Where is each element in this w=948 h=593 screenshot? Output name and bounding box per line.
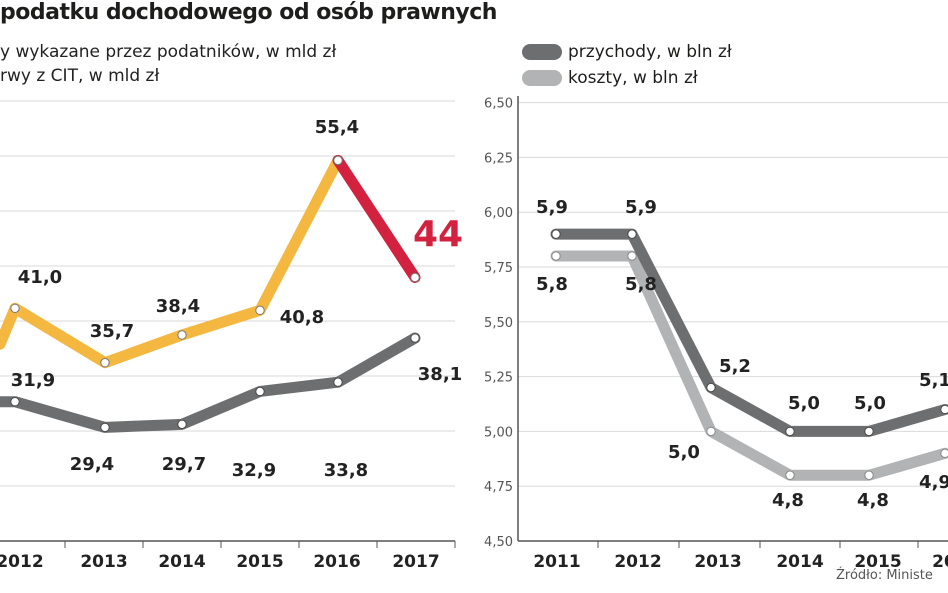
page-title: podatku dochodowego od osób prawnych bbox=[0, 0, 497, 25]
left-series-declared-income-2017-segment bbox=[332, 154, 421, 283]
right-y-tick-label: 6,50 bbox=[484, 97, 513, 112]
left-series-declared-income-line bbox=[0, 154, 344, 369]
left-data-label-declared-income: 38,4 bbox=[156, 296, 200, 317]
right-data-label-koszty: 5,8 bbox=[625, 274, 657, 295]
legend-label-koszty: koszty, w bln zł bbox=[568, 68, 698, 88]
left-point-declared-income bbox=[10, 303, 20, 313]
right-data-label-koszty: 4,8 bbox=[857, 490, 889, 511]
right-data-label-przychody: 5,0 bbox=[788, 393, 820, 414]
right-data-label-przychody: 5,9 bbox=[625, 197, 657, 218]
left-data-label-cit-revenue: 33,8 bbox=[324, 460, 368, 481]
left-data-label-cit-revenue: 38,1 bbox=[418, 364, 462, 385]
right-data-label-koszty: 5,8 bbox=[536, 274, 568, 295]
left-point-declared-income bbox=[100, 357, 110, 368]
right-data-label-koszty: 4,8 bbox=[772, 490, 804, 511]
right-x-tick-label: 20 bbox=[932, 552, 948, 572]
left-data-label-declared-income: 35,7 bbox=[90, 321, 134, 342]
legend-label-przychody: przychody, w bln zł bbox=[568, 42, 732, 62]
left-data-label-2017-highlight: 44 bbox=[413, 214, 463, 255]
subtitle-declared-income: y wykazane przez podatników, w mld zł bbox=[0, 42, 337, 62]
right-y-tick-label: 4,50 bbox=[484, 535, 513, 550]
right-y-tick-label: 6,25 bbox=[484, 151, 513, 166]
right-point-przychody bbox=[864, 426, 874, 437]
left-data-label-cit-revenue: 29,4 bbox=[70, 454, 114, 475]
subtitle-cit-revenue: rwy z CIT, w mld zł bbox=[0, 66, 160, 86]
right-point-przychody bbox=[627, 229, 637, 239]
right-point-koszty bbox=[551, 251, 561, 261]
right-point-przychody bbox=[706, 382, 716, 393]
left-data-label-declared-income: 41,0 bbox=[18, 267, 62, 288]
left-series-cit-revenue-line bbox=[0, 332, 421, 433]
right-y-tick-label: 4,75 bbox=[484, 480, 513, 495]
right-x-tick-label: 2013 bbox=[694, 552, 741, 572]
left-point-declared-income bbox=[410, 272, 420, 283]
left-point-declared-income bbox=[177, 330, 187, 340]
legend-item-koszty: koszty, w bln zł bbox=[522, 67, 698, 89]
right-point-przychody bbox=[551, 229, 561, 239]
left-x-tick-label: 2016 bbox=[313, 552, 360, 572]
left-point-cit-revenue bbox=[333, 377, 343, 387]
left-point-cit-revenue bbox=[177, 419, 187, 430]
right-x-tick-label: 2015 bbox=[854, 552, 901, 572]
right-y-tick-label: 6,00 bbox=[484, 206, 513, 221]
left-data-label-cit-revenue: 31,9 bbox=[11, 370, 55, 391]
left-point-declared-income bbox=[255, 305, 265, 316]
source-note: Źródło: Ministe bbox=[836, 568, 933, 583]
left-data-label-declared-income: 40,8 bbox=[280, 307, 324, 328]
left-point-cit-revenue bbox=[100, 422, 110, 433]
right-data-label-przychody: 5,0 bbox=[854, 393, 886, 414]
right-point-przychody bbox=[940, 404, 948, 415]
left-data-label-declared-income: 55,4 bbox=[315, 117, 359, 138]
legend-item-przychody: przychody, w bln zł bbox=[522, 41, 732, 63]
left-x-tick-label: 2013 bbox=[80, 552, 127, 572]
right-x-tick-label: 2012 bbox=[614, 552, 661, 572]
left-x-tick-label: 2015 bbox=[236, 552, 283, 572]
left-x-tick-label: 2017 bbox=[392, 552, 439, 572]
right-point-koszty bbox=[864, 470, 874, 480]
left-data-label-cit-revenue: 32,9 bbox=[232, 460, 276, 481]
right-series-przychody-line bbox=[550, 228, 948, 437]
right-data-label-przychody: 5,2 bbox=[719, 356, 751, 377]
right-point-koszty bbox=[785, 470, 795, 480]
right-point-koszty bbox=[627, 251, 637, 261]
left-x-tick-label: 2012 bbox=[0, 552, 44, 572]
right-x-tick-label: 2011 bbox=[533, 552, 580, 572]
left-point-cit-revenue bbox=[255, 386, 265, 397]
left-point-declared-income bbox=[333, 155, 343, 166]
right-data-label-przychody: 5,9 bbox=[536, 197, 568, 218]
legend-swatch-przychody bbox=[522, 44, 562, 60]
right-point-koszty bbox=[706, 426, 716, 437]
right-data-label-koszty: 4,9 bbox=[919, 472, 948, 493]
left-x-tick-label: 2014 bbox=[158, 552, 205, 572]
right-y-tick-label: 5,75 bbox=[484, 261, 513, 276]
right-y-tick-label: 5,50 bbox=[484, 316, 513, 331]
legend-swatch-koszty bbox=[522, 70, 562, 86]
right-data-label-koszty: 5,0 bbox=[668, 442, 700, 463]
left-point-cit-revenue bbox=[410, 333, 420, 343]
left-point-cit-revenue bbox=[10, 397, 20, 407]
right-point-przychody bbox=[785, 426, 795, 437]
right-x-tick-label: 2014 bbox=[776, 552, 823, 572]
right-data-label-przychody: 5,1 bbox=[919, 370, 948, 391]
right-point-koszty bbox=[940, 448, 948, 459]
left-data-label-cit-revenue: 29,7 bbox=[162, 454, 206, 475]
right-y-tick-label: 5,25 bbox=[484, 371, 513, 386]
right-y-tick-label: 5,00 bbox=[484, 425, 513, 440]
right-series-koszty-line bbox=[550, 250, 948, 481]
